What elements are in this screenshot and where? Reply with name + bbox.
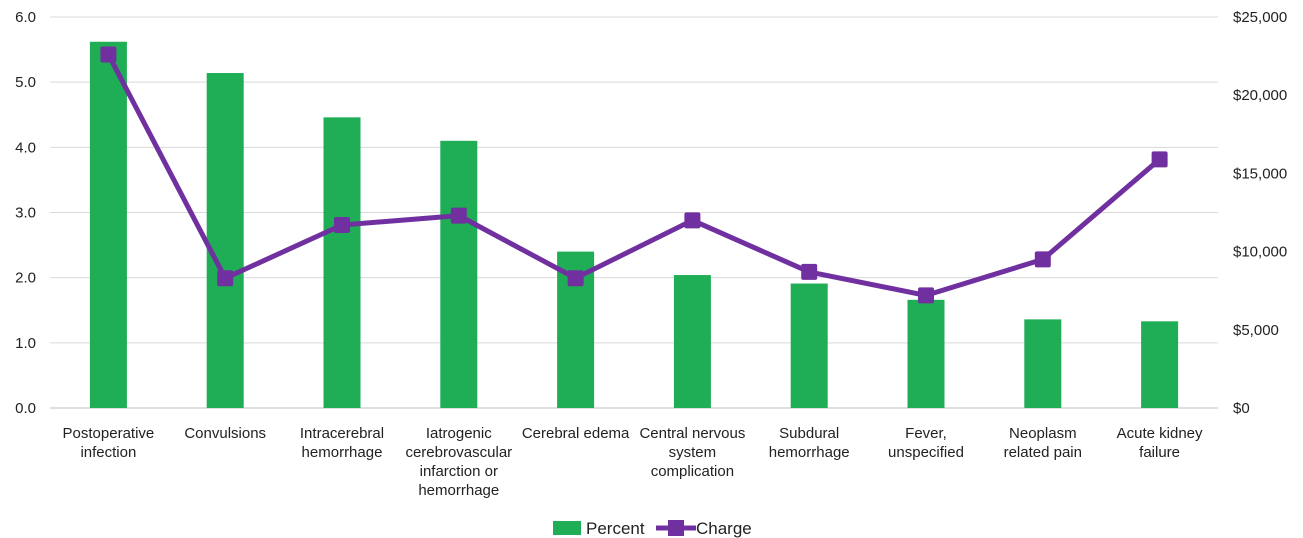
x-category-label-line: Neoplasm: [1009, 425, 1077, 442]
x-category-label-line: Cerebral edema: [522, 425, 630, 442]
y-left-tick-label: 2.0: [15, 270, 36, 287]
percent-bar: [673, 275, 711, 408]
gridlines: [50, 16, 1218, 409]
charge-point-marker: [567, 270, 584, 287]
x-category-label: Fever, unspecified: [888, 425, 964, 461]
x-category-label-line: unspecified: [888, 444, 964, 461]
charge-point-marker: [217, 270, 234, 287]
charge-point-marker: [100, 46, 117, 63]
y-axis-right: $0 $5,000 $10,000 $15,000 $20,000 $25,000: [1233, 9, 1287, 417]
x-category-label-line: Subdural: [779, 425, 839, 442]
y-left-tick-label: 3.0: [15, 205, 36, 222]
x-category-label: Neoplasm related pain: [1004, 425, 1082, 461]
y-right-tick-label: $20,000: [1233, 87, 1287, 104]
x-category-label: Postoperative infection: [63, 425, 155, 461]
x-category-label-line: Central nervous: [639, 425, 745, 442]
legend-percent-label: Percent: [586, 519, 645, 538]
x-category-label: Cerebral edema: [522, 425, 630, 442]
x-category-label: Intracerebral hemorrhage: [300, 425, 384, 461]
x-category-label-line: infection: [80, 444, 136, 461]
x-category-label-line: Intracerebral: [300, 425, 384, 442]
x-category-label: Iatrogenic cerebrovascular infarction or he…: [405, 425, 512, 499]
charge-line-series: [100, 46, 1168, 304]
x-category-label-line: complication: [651, 463, 734, 480]
percent-bar: [323, 117, 361, 409]
x-category-label-line: related pain: [1004, 444, 1082, 461]
y-right-tick-label: $0: [1233, 400, 1250, 417]
x-category-label-line: Acute kidney: [1117, 425, 1203, 442]
x-category-label-line: infarction or: [420, 463, 498, 480]
x-category-label: Acute kidney failure: [1117, 425, 1203, 461]
percent-bars: [89, 41, 1179, 409]
y-right-tick-label: $25,000: [1233, 9, 1287, 26]
charge-point-marker: [334, 217, 350, 234]
percent-bar: [1141, 321, 1179, 408]
x-category-label-line: Convulsions: [184, 425, 266, 442]
x-category-label-line: Fever,: [905, 425, 947, 442]
legend-charge-marker-swatch: [668, 520, 684, 536]
x-category-label-line: Postoperative: [63, 425, 155, 442]
x-category-label: Subdural hemorrhage: [769, 425, 850, 461]
y-left-tick-label: 0.0: [15, 400, 36, 417]
percent-bar: [89, 41, 127, 408]
legend: Percent Charge: [553, 519, 752, 538]
charge-point-marker: [918, 287, 934, 304]
percent-bar: [206, 73, 244, 408]
y-left-tick-label: 6.0: [15, 9, 36, 26]
percent-bar: [440, 140, 478, 409]
charge-point-marker: [801, 263, 818, 280]
y-left-tick-label: 5.0: [15, 74, 36, 91]
x-category-label-line: hemorrhage: [769, 444, 850, 461]
x-category-label-line: system: [669, 444, 717, 461]
x-category-label-line: Iatrogenic: [426, 425, 492, 442]
legend-charge-label: Charge: [696, 519, 752, 538]
charge-point-marker: [1151, 151, 1168, 168]
x-category-label-line: failure: [1139, 444, 1180, 461]
x-category-label: Central nervous system complication: [639, 425, 745, 480]
x-axis-category-labels: Postoperative infection Convulsions Intrace…: [63, 425, 1204, 499]
charge-point-marker: [450, 207, 467, 224]
legend-percent-swatch: [553, 521, 581, 535]
charge-point-marker: [1034, 251, 1051, 268]
percent-bar: [907, 299, 945, 408]
x-category-label-line: cerebrovascular: [405, 444, 512, 461]
x-category-label: Convulsions: [184, 425, 266, 442]
percent-bar: [1024, 319, 1062, 408]
y-axis-left: 0.0 1.0 2.0 3.0 4.0 5.0 6.0: [15, 9, 36, 417]
y-right-tick-label: $10,000: [1233, 244, 1287, 261]
charge-point-marker: [684, 212, 701, 229]
charge-line: [106, 53, 1162, 298]
percent-bar: [790, 283, 828, 408]
y-left-tick-label: 4.0: [15, 139, 36, 156]
y-right-tick-label: $15,000: [1233, 165, 1287, 182]
x-category-label-line: hemorrhage: [418, 482, 499, 499]
x-category-label-line: hemorrhage: [302, 444, 383, 461]
y-left-tick-label: 1.0: [15, 335, 36, 352]
y-right-tick-label: $5,000: [1233, 322, 1279, 339]
